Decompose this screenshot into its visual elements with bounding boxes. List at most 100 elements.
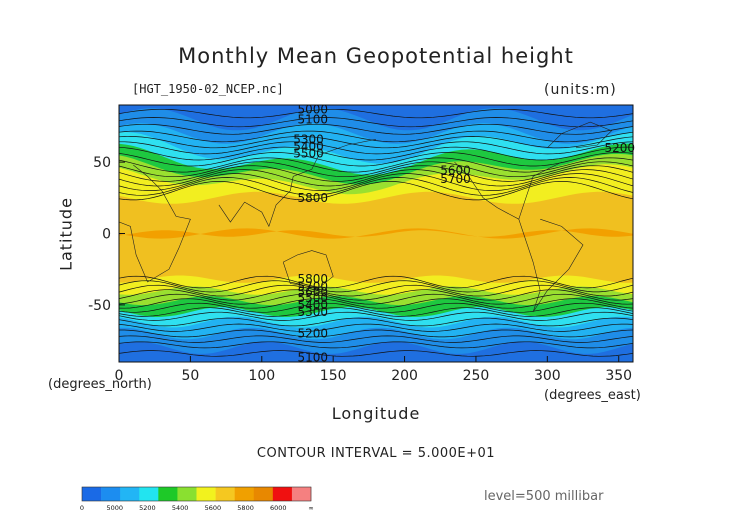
band-5850 xyxy=(119,228,633,239)
contour-label: 5800 xyxy=(297,272,328,286)
contour-label: 5500 xyxy=(297,291,328,305)
contour-line xyxy=(119,117,633,128)
colorbar-tick-label: ∞ xyxy=(308,504,313,512)
x-tick-label: 300 xyxy=(534,368,561,384)
band-5750 xyxy=(119,191,633,283)
contour-label: 5100 xyxy=(297,112,328,126)
level-note: level=500 millibar xyxy=(484,489,604,504)
contour-line xyxy=(119,280,633,293)
colorbar-swatch xyxy=(158,487,178,501)
contour-line xyxy=(119,152,633,167)
contour-line xyxy=(119,157,633,173)
colorbar-tick-label: 6000 xyxy=(270,504,287,512)
contour-line xyxy=(119,108,633,119)
contour-label: 5000 xyxy=(297,102,328,116)
x-tick-label: 350 xyxy=(605,368,632,384)
contour-label: 5300 xyxy=(293,132,324,146)
contour-line xyxy=(119,335,633,343)
contour-line xyxy=(119,275,633,289)
contour-line xyxy=(119,350,633,357)
contour-line xyxy=(119,293,633,305)
contour-label: 5700 xyxy=(297,279,328,293)
colorbar-swatch xyxy=(253,487,274,501)
colorbar-tick-label: 5400 xyxy=(172,504,189,512)
colorbar: 0 5000 5200 5400 5600 5800 6000 ∞ xyxy=(80,486,314,512)
colorbar-swatch xyxy=(234,487,255,501)
contour-label: 5400 xyxy=(293,139,324,153)
x-tick-label: 0 xyxy=(115,368,124,384)
colorbar-tick-label: 5600 xyxy=(205,504,222,512)
contour-line xyxy=(119,317,633,327)
contour-label: 5700 xyxy=(440,172,471,186)
colorbar-swatch xyxy=(177,487,197,501)
chart-title: Monthly Mean Geopotential height xyxy=(178,44,574,68)
x-tick-label: 250 xyxy=(463,368,490,384)
contour-label: 5800 xyxy=(297,191,328,205)
x-tick-label: 100 xyxy=(248,368,275,384)
x-tick-label: 50 xyxy=(181,368,199,384)
colorbar-swatch xyxy=(291,487,312,501)
y-tick-label: 0 xyxy=(102,227,111,243)
contour-label: 5100 xyxy=(297,351,328,365)
colorbar-frame xyxy=(81,486,312,502)
contour-line xyxy=(119,329,633,338)
colorbar-tick-label: 5000 xyxy=(106,504,123,512)
contour-label: 5300 xyxy=(297,305,328,319)
contour-line xyxy=(119,284,633,297)
contour-label: 5500 xyxy=(293,147,324,161)
x-tick-label: 200 xyxy=(391,368,418,384)
colorbar-tick-label: 5200 xyxy=(139,504,156,512)
contour-line xyxy=(119,323,633,332)
coastline xyxy=(282,250,334,289)
colorbar-swatch xyxy=(120,487,140,501)
coastline xyxy=(518,218,584,313)
y-tick-label: 50 xyxy=(93,155,111,171)
coastline-layer xyxy=(119,121,613,313)
colorbar-tick-label: 5800 xyxy=(237,504,254,512)
contour-line xyxy=(119,169,633,187)
colorbar-swatch xyxy=(82,487,102,501)
y-tick-label: -50 xyxy=(88,298,111,314)
file-label: [HGT_1950-02_NCEP.nc] xyxy=(132,82,284,96)
contour-line xyxy=(119,181,633,201)
colorbar-swatch xyxy=(272,487,293,501)
contour-line xyxy=(119,177,633,196)
x-unit-label: (degrees_east) xyxy=(544,388,641,403)
contour-line xyxy=(119,146,633,161)
x-tick-label: 150 xyxy=(320,368,347,384)
contour-line xyxy=(119,302,633,313)
colorbar-swatch xyxy=(101,487,121,501)
axis-layer: 0 50 100 150 200 250 300 350 50 0 -50 xyxy=(88,155,632,384)
contour-line xyxy=(119,307,633,317)
colorbar-tick-label: 0 xyxy=(80,504,84,512)
contour-line xyxy=(119,165,633,182)
units-label: (units:m) xyxy=(544,82,617,98)
contour-line-layer xyxy=(119,108,633,357)
contour-line xyxy=(119,173,633,191)
colorbar-swatch xyxy=(139,487,159,501)
contour-line xyxy=(119,130,633,143)
contour-label: 5200 xyxy=(604,141,635,155)
contour-interval-note: CONTOUR INTERVAL = 5.000E+01 xyxy=(256,446,496,461)
colorbar-swatch xyxy=(196,487,216,501)
contour-line xyxy=(119,298,633,309)
contour-line xyxy=(119,289,633,301)
contour-fill-layer xyxy=(119,105,633,362)
x-axis-label: Longitude xyxy=(331,404,421,423)
coastline xyxy=(547,121,613,149)
contour-label-layer: 5000510052005300540055005600570058005800… xyxy=(293,102,635,364)
colorbar-swatch xyxy=(215,487,235,501)
y-unit-label: (degrees_north) xyxy=(48,377,152,392)
contour-line xyxy=(119,161,633,178)
contour-line xyxy=(119,141,633,155)
contour-label: 5200 xyxy=(297,326,328,340)
contour-label: 5400 xyxy=(297,298,328,312)
coastline xyxy=(119,164,191,283)
contour-line xyxy=(119,311,633,321)
contour-line xyxy=(119,341,633,349)
coastline xyxy=(218,139,377,228)
contour-line xyxy=(119,123,633,135)
contour-label: 5600 xyxy=(297,285,328,299)
contour-label: 5600 xyxy=(440,164,471,178)
